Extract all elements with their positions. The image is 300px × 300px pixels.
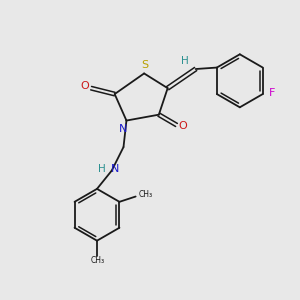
Text: CH₃: CH₃: [139, 190, 153, 199]
Text: N: N: [119, 124, 128, 134]
Text: CH₃: CH₃: [91, 256, 105, 265]
Text: H: H: [182, 56, 189, 66]
Text: O: O: [178, 122, 188, 131]
Text: F: F: [268, 88, 275, 98]
Text: N: N: [111, 164, 119, 174]
Text: O: O: [80, 81, 89, 91]
Text: H: H: [98, 164, 106, 174]
Text: S: S: [141, 60, 148, 70]
